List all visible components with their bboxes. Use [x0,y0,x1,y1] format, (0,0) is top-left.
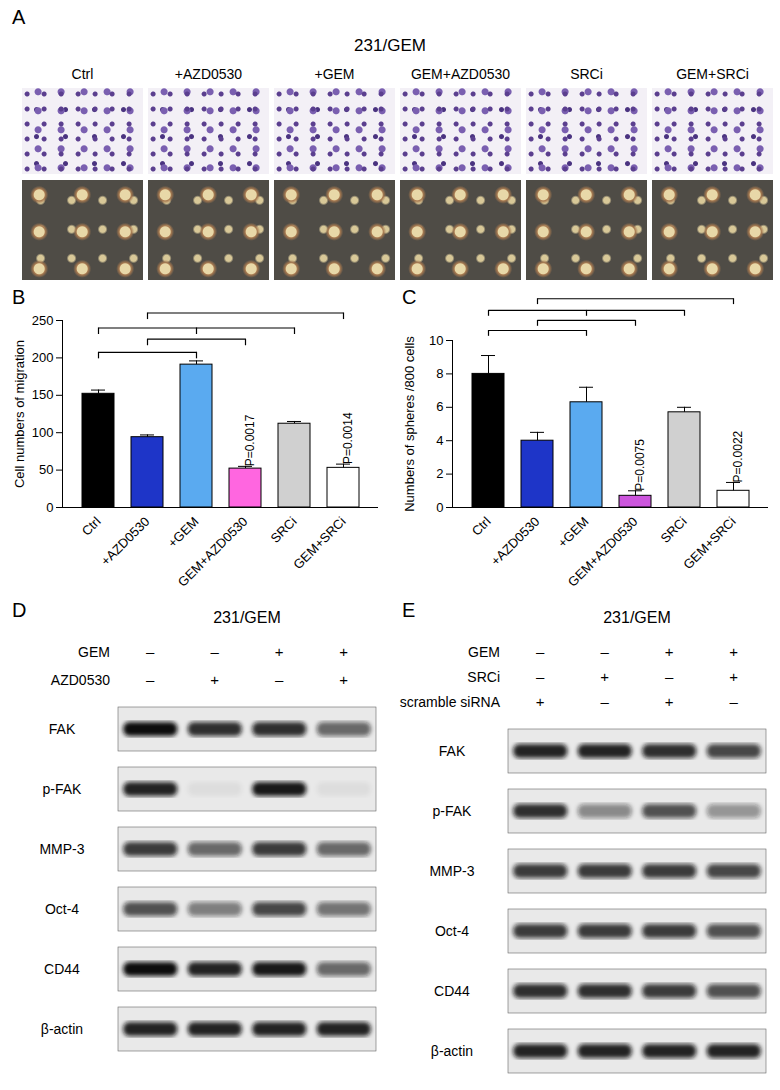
svg-text:–: – [146,643,155,660]
svg-text:+: + [339,671,348,688]
svg-text:MMP-3: MMP-3 [429,863,474,879]
svg-text:GEM+AZD0530: GEM+AZD0530 [175,514,251,590]
svg-text:scramble siRNA: scramble siRNA [400,694,501,710]
svg-text:+: + [536,693,545,710]
html-text:SRCi: SRCi [570,66,603,82]
html-text:GEM+AZD0530: GEM+AZD0530 [410,66,511,82]
svg-text:250: 250 [32,313,54,328]
svg-text:SRCi: SRCi [268,514,300,546]
svg-text:50: 50 [39,462,53,477]
html-text:+GEM: +GEM [314,66,355,82]
svg-text:200: 200 [32,350,54,365]
html-text:231/GEM: 231/GEM [354,36,426,55]
svg-text:8: 8 [436,366,443,381]
svg-text:SRCi: SRCi [467,669,500,685]
svg-text:100: 100 [32,425,54,440]
svg-text:+GEM: +GEM [555,514,592,551]
svg-text:+: + [729,668,738,685]
svg-text:+AZD0530: +AZD0530 [488,514,543,569]
svg-text:Oct-4: Oct-4 [435,923,469,939]
svg-text:D: D [12,599,26,621]
svg-text:150: 150 [32,387,54,402]
svg-text:GEM+SRCi: GEM+SRCi [680,514,738,572]
svg-text:β-actin: β-actin [41,1021,83,1037]
svg-text:+: + [339,643,348,660]
svg-text:10: 10 [429,333,443,348]
svg-text:MMP-3: MMP-3 [39,841,84,857]
svg-text:231/GEM: 231/GEM [603,609,671,626]
svg-text:231/GEM: 231/GEM [213,609,281,626]
svg-text:0: 0 [46,500,53,515]
svg-text:SRCi: SRCi [658,514,690,546]
svg-text:CD44: CD44 [44,961,80,977]
svg-text:–: – [601,693,610,710]
svg-text:Numbers of spheres /800 cells: Numbers of spheres /800 cells [402,336,417,512]
html-text:B: B [12,286,26,308]
svg-text:Cell numbers of migration: Cell numbers of migration [12,340,27,488]
html-text:GEM+SRCi: GEM+SRCi [676,66,749,82]
svg-text:β-actin: β-actin [431,1043,473,1059]
svg-text:2: 2 [436,466,443,481]
svg-text:6: 6 [436,399,443,414]
svg-text:–: – [536,668,545,685]
svg-text:Oct-4: Oct-4 [45,901,79,917]
svg-text:GEM: GEM [468,644,500,660]
svg-text:P=0.0017: P=0.0017 [243,414,257,466]
svg-text:+AZD0530: +AZD0530 [98,514,153,569]
svg-text:+: + [665,693,674,710]
svg-text:+: + [600,668,609,685]
svg-text:E: E [402,599,415,621]
svg-text:+: + [729,643,738,660]
svg-text:p-FAK: p-FAK [43,781,83,797]
svg-text:+: + [275,643,284,660]
svg-text:P=0.0014: P=0.0014 [341,412,355,464]
svg-text:AZD0530: AZD0530 [51,672,110,688]
svg-text:–: – [536,643,545,660]
html-text:A: A [12,6,26,28]
svg-text:CD44: CD44 [434,983,470,999]
svg-text:FAK: FAK [49,721,76,737]
html-text:+AZD0530: +AZD0530 [174,66,243,82]
svg-text:+: + [210,671,219,688]
svg-text:P=0.0075: P=0.0075 [633,439,647,491]
svg-text:GEM+AZD0530: GEM+AZD0530 [565,514,641,590]
svg-text:4: 4 [436,433,443,448]
svg-text:Ctrl: Ctrl [469,514,494,539]
svg-text:FAK: FAK [439,743,466,759]
svg-text:–: – [146,671,155,688]
svg-text:–: – [665,668,674,685]
html-text:C: C [402,286,417,308]
html-text:Ctrl: Ctrl [71,66,94,82]
svg-text:–: – [730,693,739,710]
svg-text:GEM+SRCi: GEM+SRCi [290,514,348,572]
svg-text:+: + [665,643,674,660]
svg-text:0: 0 [436,500,443,515]
svg-text:p-FAK: p-FAK [433,803,473,819]
svg-text:–: – [275,671,284,688]
svg-text:–: – [601,643,610,660]
svg-text:+GEM: +GEM [165,514,202,551]
svg-text:GEM: GEM [78,644,110,660]
svg-text:–: – [211,643,220,660]
svg-text:Ctrl: Ctrl [79,514,104,539]
svg-text:P=0.0022: P=0.0022 [731,430,745,482]
